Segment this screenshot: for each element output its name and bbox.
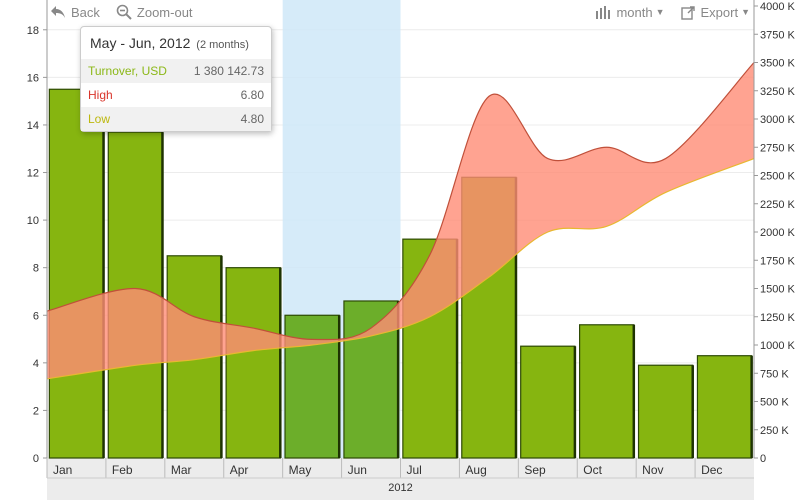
tooltip: May - Jun, 2012 (2 months) Turnover, USD… xyxy=(80,26,272,132)
tooltip-header: May - Jun, 2012 (2 months) xyxy=(81,27,271,59)
bar xyxy=(225,267,281,459)
y-right-tick-label: 3500 K xyxy=(760,58,796,70)
y-left-tick-label: 4 xyxy=(33,358,39,370)
y-left-tick-label: 0 xyxy=(33,453,39,465)
toolbar-right: month ▼ Export ▼ xyxy=(579,0,750,24)
bar xyxy=(637,364,694,459)
tooltip-row: Low 4.80 xyxy=(81,107,271,131)
x-tick-label: Mar xyxy=(171,463,192,477)
tooltip-subtitle: (2 months) xyxy=(196,39,249,51)
x-tick-label: May xyxy=(289,463,312,477)
period-label: month xyxy=(616,4,653,20)
y-right-tick-label: 3000 K xyxy=(760,114,796,126)
y-left-tick-label: 18 xyxy=(27,25,39,37)
x-tick-label: Aug xyxy=(465,463,486,477)
tooltip-row-value: 6.80 xyxy=(240,88,264,102)
low-line xyxy=(46,157,755,380)
tooltip-row: High 6.80 xyxy=(81,83,271,107)
back-button[interactable]: Back xyxy=(50,5,100,20)
export-label: Export xyxy=(700,4,739,20)
bar-chart-icon xyxy=(596,6,611,19)
tooltip-row-label: Low xyxy=(88,112,111,126)
y-right-tick-label: 2250 K xyxy=(760,199,796,211)
y-right-tick-label: 1000 K xyxy=(760,340,796,352)
x-axis-title: 2012 xyxy=(388,482,412,494)
export-dropdown[interactable]: Export ▼ xyxy=(680,4,750,20)
tooltip-title: May - Jun, 2012 xyxy=(90,35,191,51)
chevron-down-icon: ▼ xyxy=(741,7,750,17)
tooltip-row-value: 1 380 142.73 xyxy=(193,64,264,78)
x-tick-label: Dec xyxy=(701,463,722,477)
y-right-tick-label: 2750 K xyxy=(760,142,796,154)
x-tick-label: Jan xyxy=(53,463,72,477)
x-tick-label: Feb xyxy=(112,463,133,477)
zoom-out-button[interactable]: Zoom-out xyxy=(116,4,193,20)
y-left-tick-label: 2 xyxy=(33,405,39,417)
high-line xyxy=(46,62,755,341)
tooltip-row-value: 4.80 xyxy=(240,112,264,126)
y-right-tick-label: 0 xyxy=(760,453,766,465)
zoom-out-label: Zoom-out xyxy=(136,4,193,20)
y-right-tick-label: 3250 K xyxy=(760,86,796,98)
bar xyxy=(48,88,105,459)
x-tick-label: Apr xyxy=(230,463,249,477)
y-left-tick-label: 12 xyxy=(27,168,39,180)
x-tick-label: Sep xyxy=(524,463,546,477)
back-arrow-icon xyxy=(51,6,65,18)
tooltip-row-label: Turnover, USD xyxy=(88,64,167,78)
y-left-tick-label: 14 xyxy=(27,120,39,132)
tooltip-rows: Turnover, USD 1 380 142.73 High 6.80 Low… xyxy=(81,59,271,131)
tooltip-row-label: High xyxy=(88,88,113,102)
y-left-tick-label: 10 xyxy=(27,215,39,227)
bar xyxy=(520,345,576,459)
range-area xyxy=(47,62,754,379)
y-right-tick-label: 1500 K xyxy=(760,284,796,296)
chevron-down-icon: ▼ xyxy=(655,7,665,17)
back-label: Back xyxy=(71,4,100,20)
tooltip-row: Turnover, USD 1 380 142.73 xyxy=(81,59,271,83)
y-right-tick-label: 3750 K xyxy=(760,29,796,41)
y-right-tick-label: 4000 K xyxy=(760,1,796,13)
y-right-tick-label: 250 K xyxy=(760,425,789,437)
y-left-tick-label: 8 xyxy=(33,263,39,275)
bar xyxy=(579,324,635,459)
x-tick-label: Nov xyxy=(642,463,663,477)
y-left-tick-label: 6 xyxy=(33,310,39,322)
x-tick-label: Jul xyxy=(407,463,422,477)
y-right-tick-label: 1750 K xyxy=(760,255,796,267)
y-right-tick-label: 2000 K xyxy=(760,227,796,239)
toolbar-left: Back Zoom-out xyxy=(50,0,209,24)
y-right-tick-label: 1250 K xyxy=(760,312,796,324)
period-dropdown[interactable]: month ▼ xyxy=(595,4,665,20)
y-left-tick-label: 16 xyxy=(27,72,39,84)
y-right-tick-label: 750 K xyxy=(760,368,789,380)
bar xyxy=(696,355,753,459)
x-tick-label: Jun xyxy=(348,463,367,477)
x-tick-label: Oct xyxy=(583,463,602,477)
y-right-tick-label: 500 K xyxy=(760,397,789,409)
zoom-out-icon xyxy=(116,4,132,20)
y-right-tick-label: 2500 K xyxy=(760,171,796,183)
export-icon xyxy=(680,5,695,20)
